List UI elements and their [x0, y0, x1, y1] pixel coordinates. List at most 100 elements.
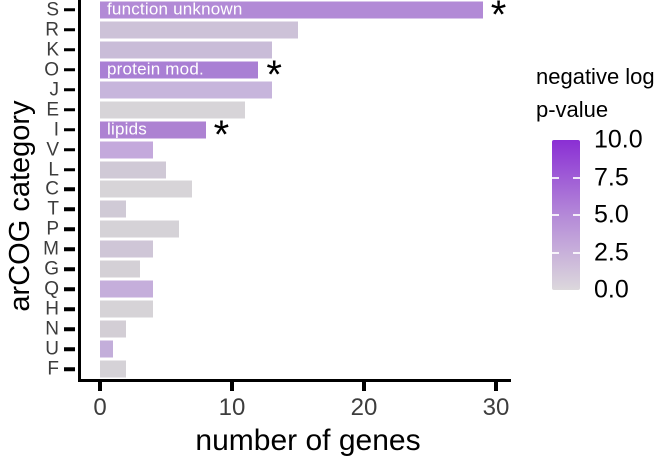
bar-row-P: P	[46, 219, 511, 239]
bar-I: lipids	[100, 119, 206, 139]
y-category-label-K: K	[46, 39, 59, 61]
legend-gradient-tick	[552, 251, 559, 254]
bar-row-M: M	[43, 239, 511, 259]
y-tick-C	[64, 187, 75, 192]
significance-asterisk-I: *	[213, 112, 230, 157]
y-tick-U	[64, 347, 75, 351]
bar-row-J: J	[50, 80, 511, 100]
y-tick-M	[64, 247, 75, 252]
bar-H	[100, 300, 153, 318]
y-tick-E	[64, 107, 75, 112]
bar-annotation-label-O: protein mod.	[107, 59, 204, 79]
bar-J	[100, 81, 272, 99]
y-tick-T	[64, 207, 75, 212]
bar-V	[100, 141, 153, 159]
x-tick-10	[230, 382, 234, 391]
bar-row-E: E	[46, 100, 511, 120]
x-tick-30	[494, 382, 498, 391]
bar-annotation-label-I: lipids	[107, 119, 147, 139]
bar-row-R: R	[45, 20, 511, 40]
legend-gradient-tick	[573, 214, 580, 216]
bar-row-H: H	[45, 299, 511, 319]
y-category-label-F: F	[47, 358, 59, 380]
bar-row-Q: Q	[44, 279, 511, 299]
bar-P	[100, 220, 180, 238]
bar-Q	[100, 280, 153, 298]
bar-row-G: G	[44, 259, 511, 279]
y-category-label-Q: Q	[44, 278, 59, 300]
y-category-label-M: M	[43, 238, 59, 260]
bar-row-V: V	[46, 140, 511, 160]
bar-row-U: U	[45, 339, 511, 359]
bar-S: function unknown	[100, 0, 483, 19]
y-tick-P	[64, 227, 75, 232]
legend-tick-label-2.5: 2.5	[594, 238, 629, 266]
bar-T	[100, 200, 127, 218]
y-category-label-G: G	[44, 258, 59, 280]
bar-E	[100, 101, 246, 119]
y-category-label-N: N	[45, 318, 59, 340]
x-axis-title: number of genes	[195, 424, 421, 457]
x-tick-label-30: 30	[482, 394, 510, 421]
bar-R	[100, 21, 298, 39]
bar-O: protein mod.	[100, 59, 259, 79]
y-tick-I	[64, 127, 75, 132]
x-tick-0	[98, 382, 102, 391]
legend-tick-labels: 10.0 7.5 5.0 2.5 0.0	[594, 127, 664, 302]
bar-C	[100, 180, 193, 198]
bar-row-F: F	[47, 359, 511, 379]
legend-gradient-tick	[552, 176, 559, 179]
y-category-label-R: R	[45, 19, 59, 41]
bar-K	[100, 41, 272, 59]
y-category-label-T: T	[47, 198, 59, 220]
legend-tick-label-7.5: 7.5	[594, 163, 629, 191]
colorbar-legend: negative log p-value 10.0 7.5 5.0 2.5 0.0	[536, 60, 666, 302]
significance-asterisk-S: *	[490, 0, 507, 37]
legend-title-line2: p-value	[536, 97, 609, 122]
y-tick-S	[64, 8, 75, 12]
legend-gradient-tick	[573, 176, 580, 179]
y-category-label-I: I	[53, 119, 59, 141]
y-tick-F	[64, 367, 75, 371]
y-tick-K	[64, 48, 75, 52]
y-category-label-J: J	[49, 79, 60, 101]
legend-title-line1: negative log	[536, 64, 655, 89]
bar-row-N: N	[45, 319, 511, 339]
y-tick-H	[64, 307, 75, 311]
bar-F	[100, 360, 127, 378]
y-category-label-P: P	[46, 218, 59, 240]
y-tick-V	[64, 147, 75, 152]
y-tick-N	[64, 327, 75, 331]
bar-U	[100, 340, 114, 358]
x-tick-20	[362, 382, 366, 391]
bar-G	[100, 260, 140, 278]
y-category-label-L: L	[48, 159, 59, 181]
y-tick-Q	[64, 287, 75, 291]
legend-tick-label-10.0: 10.0	[594, 125, 643, 154]
legend-tick-label-5.0: 5.0	[594, 200, 629, 229]
y-category-label-V: V	[46, 139, 59, 161]
y-tick-J	[64, 88, 75, 92]
legend-gradient-bar	[552, 140, 580, 290]
y-tick-R	[64, 28, 75, 32]
legend-gradient-tick	[573, 251, 580, 254]
bar-M	[100, 240, 153, 258]
bar-annotation-label-S: function unknown	[107, 0, 243, 19]
x-tick-label-10: 10	[218, 394, 246, 421]
bar-row-L: L	[48, 160, 511, 180]
bar-L	[100, 161, 166, 179]
legend-gradient-tick	[552, 214, 559, 216]
bar-row-C: C	[45, 180, 511, 200]
legend-tick-label-0.0: 0.0	[594, 275, 629, 304]
y-category-label-O: O	[44, 59, 59, 81]
y-category-label-E: E	[46, 99, 59, 121]
y-category-label-C: C	[45, 178, 59, 200]
y-tick-L	[64, 167, 75, 172]
y-tick-G	[64, 267, 75, 272]
